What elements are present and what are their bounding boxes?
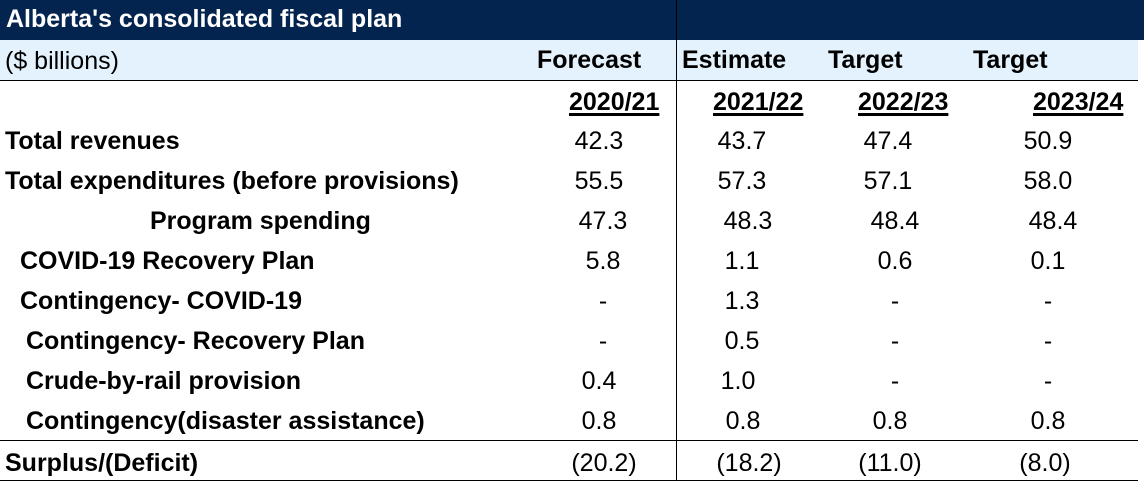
total-bottom-rule: [0, 480, 1138, 481]
row-value: 0.5: [724, 327, 760, 355]
table-row: Total revenues 42.3 43.7 47.4 50.9: [0, 120, 1138, 160]
table-row: Total expenditures (before provisions) 55…: [0, 160, 1138, 200]
row-value: -: [1043, 327, 1053, 355]
table-title: Alberta's consolidated fiscal plan: [6, 5, 403, 33]
row-value: -: [890, 327, 900, 355]
row-label: Surplus/(Deficit): [5, 449, 199, 477]
row-value: -: [598, 287, 608, 315]
table-row: Contingency(disaster assistance) 0.8 0.8 0.…: [0, 400, 1138, 440]
row-value: -: [890, 367, 900, 395]
row-value: 0.8: [1030, 407, 1066, 435]
row-value: 48.4: [1028, 207, 1078, 235]
row-value: 47.3: [578, 207, 628, 235]
total-top-rule: [0, 440, 1138, 441]
row-value: 43.7: [717, 127, 767, 155]
row-value: 48.4: [870, 207, 920, 235]
year-header: 2020/21: [569, 88, 660, 116]
row-value: 5.8: [585, 247, 621, 275]
units-label: ($ billions): [5, 47, 119, 75]
row-value: (8.0): [1019, 449, 1071, 477]
row-value: (18.2): [716, 449, 782, 477]
row-value: 50.9: [1023, 127, 1073, 155]
table-row: Program spending 47.3 48.3 48.4 48.4: [0, 200, 1138, 240]
row-value: -: [890, 287, 900, 315]
column-divider: [676, 0, 677, 40]
table-row: Crude-by-rail provision 0.4 1.0 - -: [0, 360, 1138, 400]
row-value: -: [1043, 287, 1053, 315]
row-value: 0.8: [725, 407, 761, 435]
table-row: Contingency- Recovery Plan - 0.5 - -: [0, 320, 1138, 360]
column-divider: [676, 81, 677, 480]
table-row: COVID-19 Recovery Plan 5.8 1.1 0.6 0.1: [0, 240, 1138, 280]
row-label: Total expenditures (before provisions): [5, 167, 459, 195]
row-value: 0.8: [872, 407, 908, 435]
subheader-bar: ($ billions): [0, 40, 1138, 81]
row-value: -: [598, 327, 608, 355]
row-value: 47.4: [863, 127, 913, 155]
year-header: 2021/22: [713, 88, 804, 116]
row-value: 55.5: [574, 167, 624, 195]
row-label: COVID-19 Recovery Plan: [20, 247, 315, 275]
row-value: 0.4: [581, 367, 617, 395]
year-header: 2022/23: [858, 88, 949, 116]
title-bar: Alberta's consolidated fiscal plan: [0, 0, 1144, 40]
row-value: 1.1: [724, 247, 760, 275]
row-value: (20.2): [571, 449, 637, 477]
total-row: Surplus/(Deficit) (20.2) (18.2) (11.0) (…: [0, 442, 1138, 482]
column-divider: [676, 40, 677, 81]
row-value: 42.3: [574, 127, 624, 155]
row-value: 48.3: [723, 207, 773, 235]
column-type-forecast: Forecast: [537, 46, 642, 74]
row-label: Total revenues: [5, 127, 180, 155]
row-value: -: [1043, 367, 1053, 395]
row-label: Contingency- COVID-19: [20, 287, 302, 315]
row-value: 0.1: [1030, 247, 1066, 275]
row-label: Contingency(disaster assistance): [26, 407, 425, 435]
row-value: 1.0: [720, 367, 756, 395]
row-value: 58.0: [1023, 167, 1073, 195]
row-value: 0.8: [581, 407, 617, 435]
row-value: 57.3: [717, 167, 767, 195]
row-label: Contingency- Recovery Plan: [26, 327, 365, 355]
column-type-target: Target: [828, 46, 903, 74]
column-type-target: Target: [973, 46, 1048, 74]
row-label: Crude-by-rail provision: [26, 367, 302, 395]
row-value: (11.0): [858, 449, 922, 477]
row-value: 57.1: [863, 167, 913, 195]
column-type-estimate: Estimate: [682, 46, 787, 74]
row-value: 0.6: [877, 247, 913, 275]
year-header: 2023/24: [1033, 88, 1124, 116]
table-row: Contingency- COVID-19 - 1.3 - -: [0, 280, 1138, 320]
row-label: Program spending: [150, 207, 371, 235]
row-value: 1.3: [724, 287, 760, 315]
